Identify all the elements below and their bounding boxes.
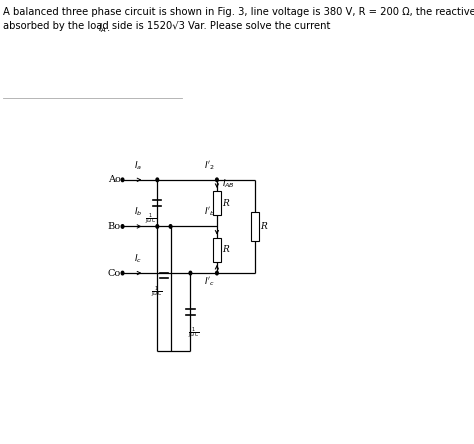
Text: R: R xyxy=(222,245,228,254)
Circle shape xyxy=(156,178,159,182)
Text: $I_c$: $I_c$ xyxy=(134,253,142,265)
Text: $I_a$: $I_a$ xyxy=(134,159,142,172)
Text: Bo: Bo xyxy=(108,222,121,231)
Text: A balanced three phase circuit is shown in Fig. 3, line voltage is 380 V, R = 20: A balanced three phase circuit is shown … xyxy=(3,7,474,17)
Text: absorbed by the load side is 1520√3 Var. Please solve the current: absorbed by the load side is 1520√3 Var.… xyxy=(3,21,336,32)
Text: $I_b$: $I_b$ xyxy=(134,206,143,218)
Circle shape xyxy=(189,271,192,275)
Text: Co: Co xyxy=(108,269,121,278)
Text: R: R xyxy=(222,198,228,208)
Text: $I'_2$: $I'_2$ xyxy=(204,159,215,172)
Bar xyxy=(251,212,259,241)
Circle shape xyxy=(216,178,218,182)
Bar xyxy=(213,191,220,215)
Circle shape xyxy=(156,225,159,228)
Circle shape xyxy=(121,178,124,182)
Circle shape xyxy=(169,225,172,228)
Text: R: R xyxy=(260,222,267,231)
Text: $I'_c$: $I'_c$ xyxy=(204,275,215,288)
Text: $I_A$.: $I_A$. xyxy=(98,21,110,35)
Text: $I'_b$: $I'_b$ xyxy=(204,206,215,218)
Circle shape xyxy=(216,271,218,275)
Circle shape xyxy=(121,271,124,275)
Text: $\frac{1}{j\omega C}$: $\frac{1}{j\omega C}$ xyxy=(151,284,163,300)
Text: Ao: Ao xyxy=(108,175,121,184)
Text: $\frac{1}{j\omega C}$: $\frac{1}{j\omega C}$ xyxy=(145,212,156,227)
Text: $\frac{1}{j\omega C}$: $\frac{1}{j\omega C}$ xyxy=(188,325,199,341)
Text: $I_{AB}$: $I_{AB}$ xyxy=(222,177,235,190)
Bar xyxy=(213,238,220,262)
Circle shape xyxy=(121,225,124,228)
